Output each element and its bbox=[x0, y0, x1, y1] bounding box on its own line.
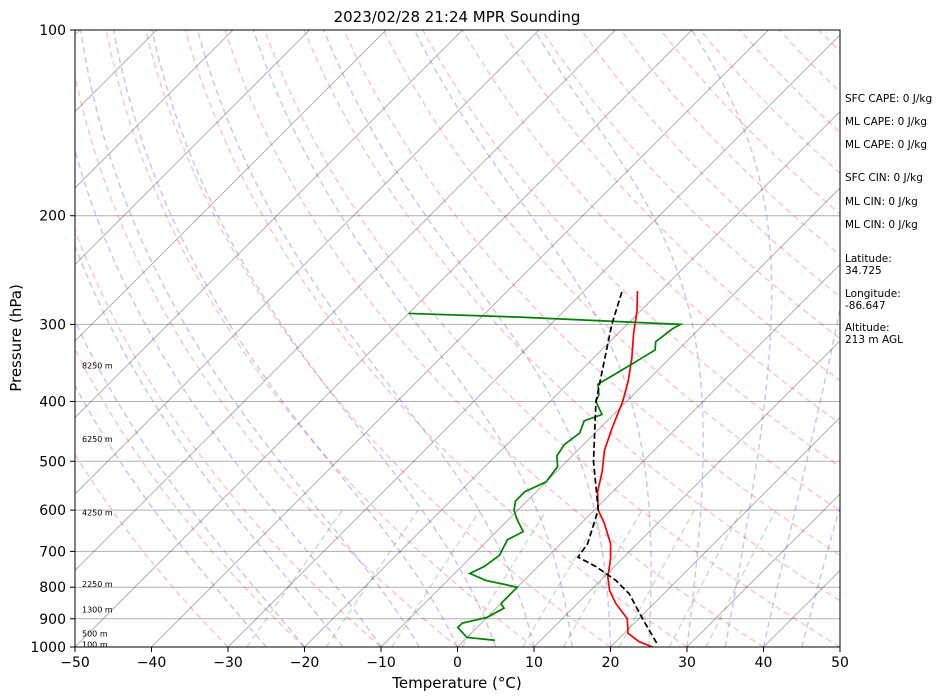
isotherm-line bbox=[380, 187, 840, 647]
height-label: 4250 m bbox=[82, 508, 113, 517]
moist-adiabat-line bbox=[79, 30, 420, 647]
isotherm-line bbox=[686, 493, 840, 647]
ml-cin-label-1: ML CIN: 0 J/kg bbox=[845, 196, 918, 208]
x-tick-label: 20 bbox=[602, 655, 620, 671]
isotherm-line bbox=[0, 30, 4, 647]
moist-adiabat-line bbox=[75, 243, 344, 647]
y-axis: 1000 900 800 700 600 500 400 300 200 100 bbox=[30, 23, 75, 656]
y-tick-label: 400 bbox=[39, 394, 66, 410]
x-tick-label: 0 bbox=[453, 655, 462, 671]
dry-adiabat-line bbox=[224, 30, 764, 647]
isotherm-line bbox=[75, 30, 234, 189]
isotherm-line bbox=[75, 30, 540, 495]
dry-adiabat-line bbox=[75, 72, 458, 647]
ml-cape-label-1: ML CAPE: 0 J/kg bbox=[845, 116, 928, 128]
isotherm-line bbox=[75, 30, 463, 419]
dry-adiabat-line bbox=[184, 30, 688, 647]
y-tick-label: 200 bbox=[39, 209, 66, 225]
moist-adiabat-line bbox=[196, 30, 535, 647]
series-layer bbox=[408, 290, 684, 647]
height-labels: 8250 m 6250 m 4250 m 2250 m 1300 m 500 m 100 m bbox=[82, 362, 113, 650]
dry-adiabat-line bbox=[105, 30, 535, 647]
mixing-ratio-line bbox=[618, 509, 696, 647]
series-line-dewpoint bbox=[408, 312, 684, 642]
moist-adiabat-line bbox=[75, 384, 267, 647]
moist-adiabat-line bbox=[801, 504, 840, 647]
sfc-cin-label: SFC CIN: 0 J/kg bbox=[845, 172, 923, 184]
x-tick-label: 30 bbox=[678, 655, 696, 671]
dry-adiabat-line bbox=[75, 347, 306, 647]
dry-adiabat-line bbox=[580, 30, 840, 298]
x-tick-label: −50 bbox=[60, 655, 90, 671]
dry-adiabat-line bbox=[144, 30, 611, 647]
x-tick-label: −10 bbox=[366, 655, 396, 671]
isotherm-line bbox=[75, 30, 310, 266]
x-tick-label: 40 bbox=[755, 655, 773, 671]
moist-adiabat-line bbox=[533, 30, 704, 647]
height-label: 2250 m bbox=[82, 580, 113, 589]
series-line-temperature bbox=[596, 291, 653, 647]
isotherm-line bbox=[304, 110, 840, 647]
isotherm-line bbox=[227, 34, 840, 647]
latitude-label: Latitude: 34.725 bbox=[845, 253, 892, 277]
y-tick-label: 500 bbox=[39, 454, 66, 470]
moist-adiabat-line bbox=[323, 30, 612, 647]
dry-adiabat-line bbox=[75, 228, 382, 647]
x-axis: −50 −40 −30 −20 −10 0 10 20 30 40 50 bbox=[60, 647, 849, 671]
isotherm-line bbox=[151, 30, 769, 647]
mixing-ratio-line bbox=[246, 509, 344, 647]
y-tick-label: 700 bbox=[39, 544, 66, 560]
longitude-label: Longitude: -86.647 bbox=[845, 288, 901, 312]
y-tick-label: 1000 bbox=[30, 640, 66, 656]
mixing-ratio-line bbox=[562, 509, 643, 647]
y-axis-label: Pressure (hPa) bbox=[7, 284, 25, 392]
sfc-cape-label: SFC CAPE: 0 J/kg bbox=[845, 93, 933, 105]
moist-adiabat-line bbox=[75, 147, 382, 647]
mixing-ratio-line bbox=[461, 509, 548, 647]
moist-adiabat-line bbox=[252, 30, 573, 647]
mixing-ratio-line bbox=[325, 509, 419, 647]
moist-adiabat-line bbox=[762, 304, 840, 647]
moist-adiabat-line bbox=[413, 30, 652, 647]
mixing-ratio-line bbox=[668, 509, 743, 647]
height-label: 6250 m bbox=[82, 435, 113, 444]
series-line-parcel bbox=[576, 290, 658, 644]
moist-adiabat-line bbox=[112, 30, 459, 647]
x-tick-label: 10 bbox=[525, 655, 543, 671]
mixing-ratio-line bbox=[705, 509, 777, 647]
height-label: 8250 m bbox=[82, 362, 113, 371]
isotherm-line bbox=[610, 416, 840, 647]
chart-title: 2023/02/28 21:24 MPR Sounding bbox=[334, 8, 581, 26]
x-tick-label: −40 bbox=[137, 655, 167, 671]
height-label: 1300 m bbox=[82, 606, 113, 615]
y-tick-label: 800 bbox=[39, 580, 66, 596]
y-tick-label: 600 bbox=[39, 503, 66, 519]
x-tick-label: −20 bbox=[290, 655, 320, 671]
y-tick-label: 900 bbox=[39, 612, 66, 628]
mixing-ratio-line bbox=[391, 509, 481, 647]
moist-adiabat-line bbox=[691, 30, 773, 647]
y-tick-label: 100 bbox=[39, 23, 66, 39]
isotherm-line bbox=[457, 263, 840, 647]
ml-cape-label-2: ML CAPE: 0 J/kg bbox=[845, 139, 928, 151]
altitude-label: Altitude: 213 m AGL bbox=[845, 322, 903, 346]
isotherm-line bbox=[75, 30, 693, 647]
y-tick-label: 300 bbox=[39, 317, 66, 333]
height-label: 500 m bbox=[82, 629, 108, 638]
height-label: 100 m bbox=[82, 640, 108, 649]
background-lines bbox=[0, 30, 840, 647]
x-tick-label: −30 bbox=[213, 655, 243, 671]
x-axis-label: Temperature (°C) bbox=[391, 674, 521, 692]
isotherm-line bbox=[533, 340, 840, 647]
plot-frame bbox=[74, 29, 841, 648]
ml-cin-label-2: ML CIN: 0 J/kg bbox=[845, 219, 918, 231]
isotherm-line bbox=[75, 30, 616, 572]
x-tick-label: 50 bbox=[831, 655, 849, 671]
isotherm-line bbox=[75, 30, 387, 342]
mixing-ratio-line bbox=[522, 509, 605, 647]
moist-adiabat-line bbox=[151, 30, 497, 647]
dry-adiabat-line bbox=[263, 30, 840, 647]
